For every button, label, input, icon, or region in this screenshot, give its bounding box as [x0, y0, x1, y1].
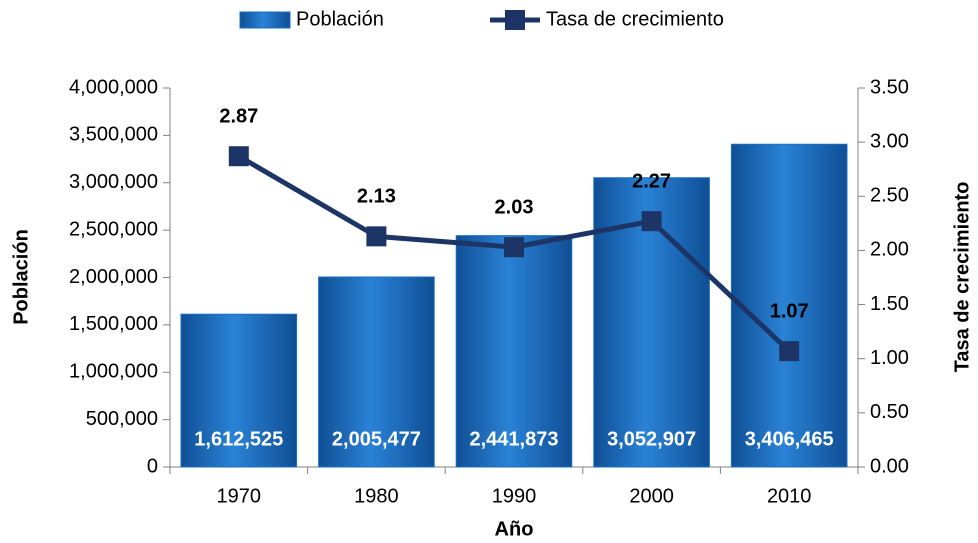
y2-tick-label: 0.50: [870, 401, 909, 423]
y-tick-label: 4,000,000: [69, 76, 158, 98]
bar: [180, 313, 298, 468]
y-tick-label: 1,500,000: [69, 313, 158, 335]
bar: [455, 235, 573, 468]
line-value-label: 2.27: [632, 170, 671, 192]
line-marker: [641, 211, 662, 232]
y2-tick-label: 2.00: [870, 239, 909, 261]
legend-label: Población: [296, 8, 384, 30]
line-value-label: 1.07: [770, 300, 809, 322]
y-axis-title: Población: [10, 229, 32, 325]
line-value-label: 2.13: [357, 186, 396, 208]
y2-tick-label: 3.50: [870, 76, 909, 98]
line-marker: [504, 237, 524, 258]
y-tick-label: 3,000,000: [69, 171, 158, 193]
bar-value-label: 3,406,465: [745, 428, 834, 450]
x-axis-title: Año: [495, 518, 534, 540]
legend-marker: [505, 10, 525, 30]
x-tick-label: 2010: [767, 485, 812, 507]
x-tick-label: 1980: [354, 485, 399, 507]
line-marker: [228, 146, 249, 167]
legend-label: Tasa de crecimiento: [546, 8, 724, 30]
y2-tick-label: 3.00: [870, 130, 909, 152]
y-tick-label: 2,500,000: [69, 218, 158, 240]
y-tick-label: 3,500,000: [69, 124, 158, 146]
bar-value-label: 1,612,525: [194, 428, 283, 450]
y2-axis-title: Tasa de crecimiento: [951, 182, 973, 373]
x-tick-label: 2000: [629, 485, 674, 507]
y-tick-label: 0: [147, 455, 158, 477]
bar-value-label: 3,052,907: [607, 428, 696, 450]
y2-tick-label: 0.00: [870, 455, 909, 477]
x-tick-label: 1970: [217, 485, 262, 507]
bar: [318, 276, 435, 468]
line-value-label: 2.03: [495, 196, 534, 218]
x-tick-label: 1990: [492, 485, 537, 507]
y-tick-label: 2,000,000: [69, 266, 158, 288]
bar-value-label: 2,441,873: [470, 428, 559, 450]
bar: [730, 143, 848, 468]
line-marker: [366, 226, 387, 247]
line-value-label: 2.87: [219, 106, 258, 128]
y2-tick-label: 1.00: [870, 347, 909, 369]
legend-swatch: [239, 11, 291, 29]
y2-tick-label: 1.50: [870, 293, 909, 315]
y-tick-label: 1,000,000: [69, 361, 158, 383]
line-marker: [779, 341, 800, 362]
y2-tick-label: 2.50: [870, 185, 909, 207]
bar-value-label: 2,005,477: [332, 428, 421, 450]
y-tick-label: 500,000: [86, 408, 158, 430]
